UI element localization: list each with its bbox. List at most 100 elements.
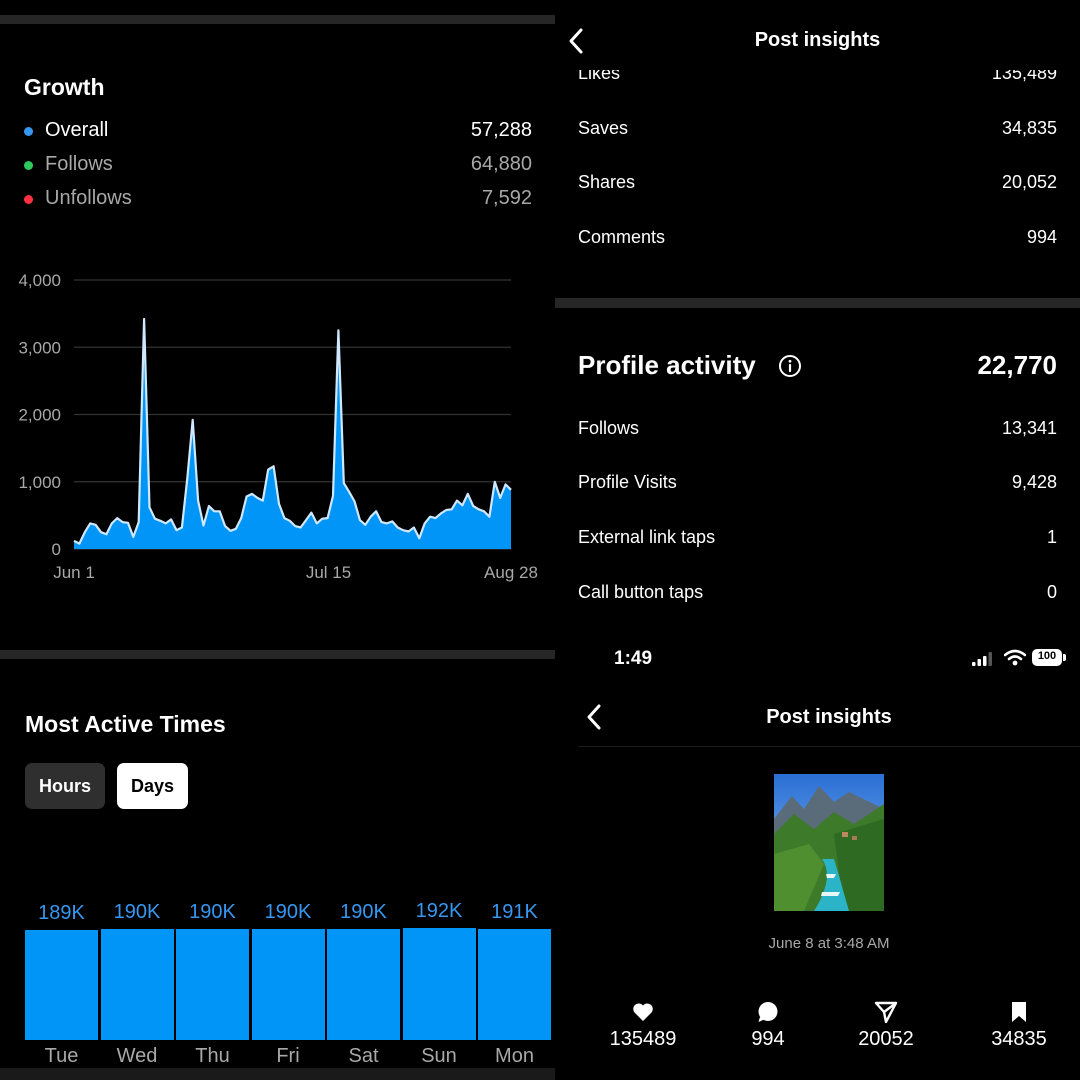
profile-activity-total: 22,770 <box>977 350 1057 380</box>
post-thumbnail[interactable] <box>774 774 884 911</box>
bar-column-mon: 191K Mon <box>478 845 551 1067</box>
bar-day-label: Mon <box>495 1045 534 1067</box>
metric-value: 1 <box>1046 527 1057 547</box>
profile-activity-title: Profile activity <box>578 350 756 380</box>
metric-value: 9,428 <box>1011 472 1057 492</box>
bar-value-label: 192K <box>415 900 463 922</box>
section-divider <box>555 298 1080 308</box>
y-tick-label: 1,000 <box>18 473 61 492</box>
info-icon[interactable] <box>778 354 802 378</box>
bar-day-label: Sun <box>421 1045 457 1067</box>
bar-value-label: 191K <box>491 900 538 923</box>
legend-unfollows: Unfollows 7,592 <box>24 184 532 214</box>
bar-day-label: Wed <box>116 1045 158 1067</box>
x-tick-label: Aug 28 <box>484 563 538 582</box>
metric-label: Follows <box>578 418 640 438</box>
growth-chart: 0 1,000 2,000 3,000 4,000 Jun 1 Jul 15 Aug 28 <box>18 271 538 582</box>
bar-column-wed: 190K Wed <box>100 845 174 1067</box>
section-divider <box>0 1068 555 1080</box>
bar[interactable] <box>25 929 98 1040</box>
shares-count: 20052 <box>858 1028 914 1050</box>
metric-row-external-link-taps: External link taps 1 <box>578 523 1057 553</box>
battery-icon: 100 <box>1032 649 1062 666</box>
most-active-times-panel: Most Active Times Hours Days 189K Tue 190K… <box>0 650 555 1080</box>
bar-column-sat: 190K Sat <box>327 845 400 1067</box>
header-divider <box>578 746 1080 747</box>
y-tick-label: 2,000 <box>18 406 61 425</box>
metric-row-shares: Shares 20,052 <box>578 168 1057 198</box>
bar-value-label: 189K <box>38 901 85 924</box>
x-tick-label: Jun 1 <box>53 563 95 582</box>
metric-row-comments: Comments 994 <box>578 223 1057 253</box>
follows-dot <box>24 161 33 170</box>
unfollows-dot <box>24 195 33 204</box>
legend-value: 57,288 <box>470 119 532 141</box>
saves-stat: 34835 <box>964 1000 1074 1060</box>
metric-value: 994 <box>1026 227 1057 247</box>
phone-post-insights-panel: 1:49 100 Post insights <box>578 630 1080 1080</box>
legend-follows: Follows 64,880 <box>24 150 532 180</box>
comments-count: 994 <box>751 1028 785 1050</box>
bar[interactable] <box>251 929 325 1040</box>
metric-row-follows: Follows 13,341 <box>578 414 1057 444</box>
bar-value-label: 190K <box>113 901 161 924</box>
most-active-title: Most Active Times <box>25 711 226 737</box>
battery-tip <box>1063 654 1066 661</box>
metric-label: Shares <box>578 172 636 192</box>
page-title: Post insights <box>754 29 881 51</box>
metric-row-saves: Saves 34,835 <box>578 114 1057 144</box>
growth-panel: Growth Overall 57,288 Follows 64,880 Unf… <box>0 0 555 650</box>
legend-label: Overall <box>45 119 109 141</box>
metric-label: Profile Visits <box>578 472 677 492</box>
likes-stat: 135489 <box>588 1000 698 1060</box>
comment-icon <box>758 1002 778 1022</box>
likes-count: 135489 <box>609 1028 677 1050</box>
y-tick-label: 3,000 <box>18 338 61 357</box>
heart-icon <box>633 1003 653 1021</box>
metric-value: 0 <box>1046 582 1057 602</box>
wifi-icon <box>1004 649 1026 666</box>
bar-value-label: 190K <box>189 901 236 924</box>
bar-value-label: 190K <box>340 901 387 924</box>
bar-day-label: Thu <box>195 1045 230 1067</box>
bar[interactable] <box>176 929 249 1040</box>
cellular-signal-icon <box>972 652 992 666</box>
metric-label: Saves <box>578 118 629 138</box>
growth-title: Growth <box>24 74 105 100</box>
bar-value-label: 190K <box>264 901 312 924</box>
bar-column-thu: 190K Thu <box>176 845 249 1067</box>
bar[interactable] <box>478 928 551 1040</box>
metric-label: Likes <box>578 63 621 83</box>
metric-value: 135,489 <box>991 63 1057 83</box>
bar[interactable] <box>402 928 476 1040</box>
status-time: 1:49 <box>614 648 653 669</box>
x-tick-label: Jul 15 <box>306 563 351 582</box>
metric-row-call-button-taps: Call button taps 0 <box>578 578 1057 608</box>
metric-label: External link taps <box>578 527 716 547</box>
metric-value: 13,341 <box>1001 418 1057 438</box>
series-area <box>74 319 511 549</box>
bar[interactable] <box>327 929 400 1040</box>
post-date: June 8 at 3:48 AM <box>768 935 890 952</box>
page-title: Post insights <box>766 706 892 728</box>
legend-value: 7,592 <box>481 187 532 209</box>
y-tick-label: 0 <box>52 540 61 559</box>
series-line <box>73 317 512 545</box>
overall-dot <box>24 127 33 136</box>
bar-day-label: Fri <box>276 1045 300 1067</box>
days-toggle-button[interactable]: Days <box>117 763 188 809</box>
back-chevron-icon[interactable] <box>568 27 584 55</box>
y-tick-label: 4,000 <box>18 271 61 290</box>
bar-column-fri: 190K Fri <box>251 845 325 1067</box>
back-chevron-icon[interactable] <box>586 703 602 731</box>
section-divider <box>0 650 555 659</box>
bar-day-label: Tue <box>44 1045 79 1067</box>
bar-column-tue: 189K Tue <box>25 845 98 1067</box>
bar-column-sun: 192K Sun <box>402 845 476 1067</box>
bar-day-label: Sat <box>348 1045 379 1067</box>
bar[interactable] <box>100 929 174 1040</box>
hours-toggle-button[interactable]: Hours <box>25 763 105 809</box>
comments-stat: 994 <box>713 1000 823 1060</box>
section-divider <box>0 15 555 24</box>
legend-value: 64,880 <box>470 153 532 175</box>
